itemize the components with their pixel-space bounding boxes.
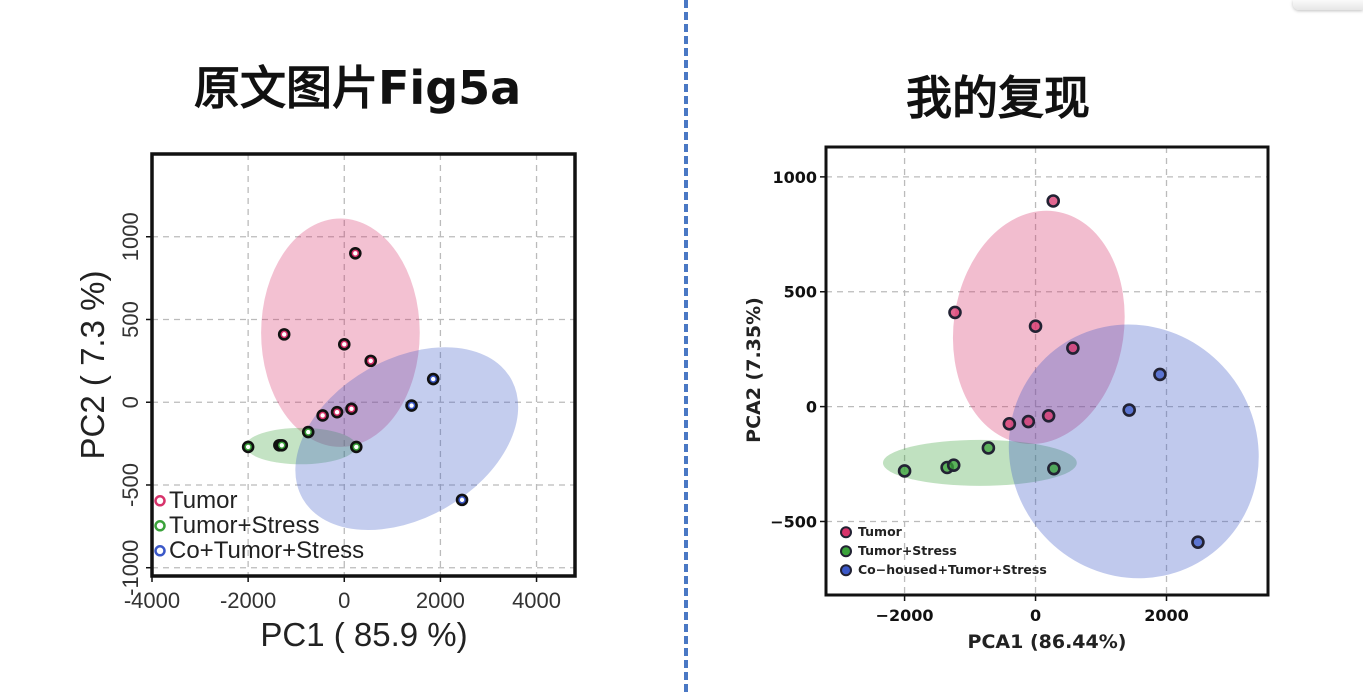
data-point [1046, 194, 1061, 208]
data-point-center [334, 409, 340, 415]
y-tick-label: 1000 [118, 212, 143, 261]
x-tick-label: 0 [1030, 606, 1041, 625]
original-figure-title: 原文图片Fig5a [194, 61, 522, 115]
legend-marker [154, 495, 166, 507]
data-point-center [281, 332, 287, 337]
legend-marker [840, 526, 852, 539]
y-tick-label: -1000 [118, 540, 143, 596]
y-axis-label: PCA2 (7.35%) [743, 297, 765, 443]
data-point-center [354, 444, 359, 450]
data-point [1122, 403, 1136, 417]
confidence-ellipse [245, 427, 357, 465]
panel-divider [684, 0, 688, 692]
confidence-ellipse [882, 439, 1077, 486]
x-tick-label: 4000 [512, 588, 561, 613]
data-point [981, 441, 996, 455]
x-axis-label: PC1 ( 85.9 %) [260, 616, 467, 653]
data-point-center [353, 251, 358, 256]
plot-frame [824, 145, 1270, 597]
legend-label: Tumor [858, 524, 903, 539]
y-tick-label: 1000 [772, 168, 817, 187]
plot-area [152, 154, 575, 576]
data-point-center [349, 406, 354, 412]
x-tick-label: -2000 [220, 588, 276, 613]
data-point-center [409, 403, 414, 408]
x-tick-label: 2000 [1144, 606, 1189, 625]
legend-label: Co−housed+Tumor+Stress [858, 562, 1047, 577]
x-tick-label: 2000 [416, 588, 465, 613]
data-point-center [368, 358, 373, 364]
legend-marker [154, 545, 166, 557]
data-point-center [342, 342, 347, 347]
x-tick-label: −2000 [876, 606, 934, 625]
y-tick-label: 500 [118, 301, 143, 338]
data-point-center [459, 497, 465, 503]
data-point-center [245, 444, 251, 450]
data-point [946, 458, 961, 472]
legend-label: Co+Tumor+Stress [169, 537, 364, 564]
x-tick-label: 0 [338, 588, 350, 613]
y-tick-label: 0 [806, 398, 817, 417]
y-axis-label: PC2 ( 7.3 %) [74, 271, 111, 460]
legend-label: Tumor+Stress [858, 543, 957, 558]
data-point-center [430, 376, 436, 382]
y-tick-label: −500 [770, 512, 817, 531]
legend-label: Tumor [169, 487, 237, 514]
confidence-ellipse [1008, 324, 1259, 579]
data-point [1021, 414, 1036, 429]
x-axis-label: PCA1 (86.44%) [968, 631, 1127, 653]
data-point [897, 464, 912, 478]
legend-label: Tumor+Stress [169, 512, 319, 539]
reproduction-title: 我的复现 [906, 71, 1090, 125]
legend-marker [154, 520, 166, 532]
data-point [1153, 367, 1167, 382]
data-point-center [279, 443, 284, 448]
data-point [1028, 319, 1043, 334]
data-point [1191, 535, 1205, 549]
data-point [948, 305, 962, 320]
data-point [1041, 408, 1056, 423]
data-point-center [306, 429, 311, 435]
data-point [1002, 417, 1017, 431]
window-corner-widget [1293, 0, 1363, 10]
y-tick-label: 500 [784, 283, 817, 302]
plot-frame [150, 152, 577, 578]
data-point [1066, 341, 1080, 355]
y-tick-label: -500 [118, 463, 143, 507]
plot-area [826, 147, 1268, 595]
legend-marker [840, 545, 852, 558]
legend-marker [840, 564, 852, 577]
data-point-center [320, 413, 325, 418]
y-tick-label: 0 [118, 396, 143, 408]
confidence-ellipse [295, 347, 519, 530]
confidence-ellipse [261, 218, 420, 447]
data-point [1047, 461, 1061, 476]
x-tick-label: -4000 [124, 588, 180, 613]
